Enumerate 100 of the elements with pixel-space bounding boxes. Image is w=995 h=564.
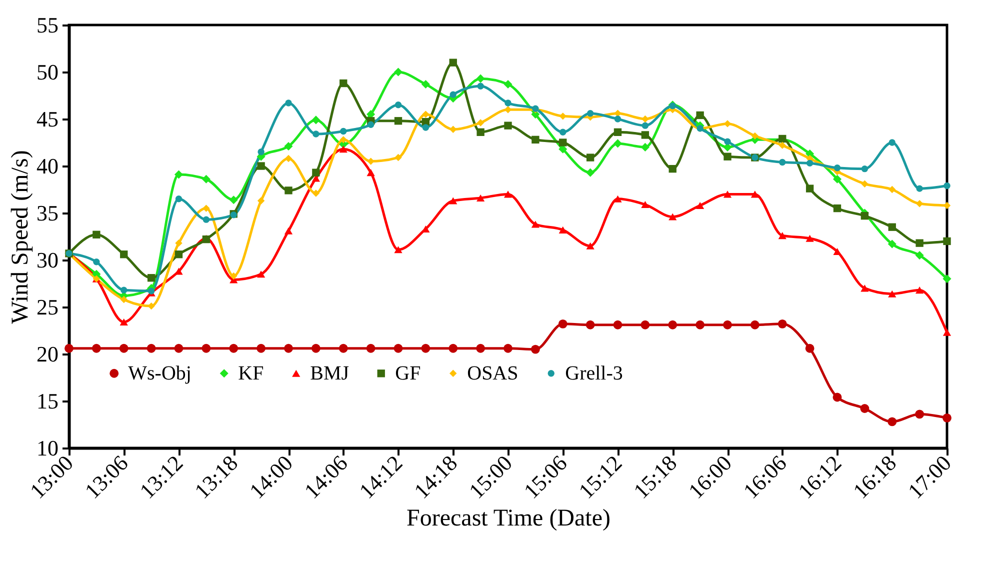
point [942,413,952,422]
point [120,286,128,294]
point [202,216,210,223]
point [394,154,402,162]
point [174,344,184,353]
point [504,80,512,88]
point [504,344,512,353]
legend-label: GF [395,362,421,384]
point [421,344,430,353]
point [285,100,292,106]
point [366,344,376,353]
point [751,132,759,140]
point [531,220,540,228]
point [312,190,320,197]
point [229,196,238,204]
point [916,286,924,294]
point [614,128,622,136]
point [723,190,732,198]
point [586,320,595,330]
point [367,158,374,165]
point [476,128,484,136]
point [476,74,485,83]
point [449,197,458,204]
point [258,148,264,156]
point [394,102,402,108]
point [640,320,650,330]
point [806,234,814,242]
y-tick-label: 20 [36,342,58,366]
point [120,296,128,304]
y-tick-label: 45 [36,106,58,132]
point [916,200,924,208]
point [916,239,924,247]
point [530,344,540,354]
point [202,344,211,353]
legend-label: OSAS [467,362,518,384]
point [450,126,457,133]
point [586,242,594,250]
y-tick-label: 15 [36,388,58,414]
point [338,344,348,353]
point [888,139,896,146]
point [477,82,484,90]
point [860,212,869,220]
y-tick-label: 55 [36,12,58,38]
point [422,110,430,118]
point [366,169,375,176]
point [668,213,677,220]
point [311,344,320,353]
point [696,320,705,330]
point [888,223,896,231]
point [641,131,650,139]
point [724,138,731,145]
point [64,344,74,353]
point [175,239,182,247]
point [284,154,292,162]
point [394,117,402,125]
point [640,142,650,152]
point [642,115,649,123]
point [284,344,293,353]
point [860,404,870,413]
point [312,116,320,124]
y-tick-label: 35 [36,200,58,226]
point [449,58,457,66]
point [942,274,952,284]
point [833,204,842,212]
point [229,344,238,353]
point [147,274,156,282]
point [257,197,265,204]
point [586,110,594,117]
point [312,130,320,138]
point [504,190,512,198]
point [230,272,238,280]
point [833,248,842,256]
point [504,122,512,130]
point [175,196,182,202]
point [202,204,210,212]
point [723,320,732,330]
point [146,344,156,353]
point [779,158,786,166]
point [340,128,347,135]
point [257,162,265,170]
point [586,168,595,177]
point [832,392,842,402]
point [614,116,622,122]
point [832,174,842,184]
point [394,344,403,353]
point [339,146,348,153]
point [943,202,951,210]
y-axis-title: Wind Speed (m/s) [8,150,34,324]
point [476,344,486,353]
point [888,290,896,298]
point [915,410,924,419]
point [256,344,266,353]
y-tick-label: 30 [36,248,58,272]
point [450,91,456,98]
point [888,186,896,194]
point [560,128,566,136]
y-tick-label: 25 [36,294,58,320]
point [202,174,210,184]
point [944,182,950,190]
point [586,154,594,162]
